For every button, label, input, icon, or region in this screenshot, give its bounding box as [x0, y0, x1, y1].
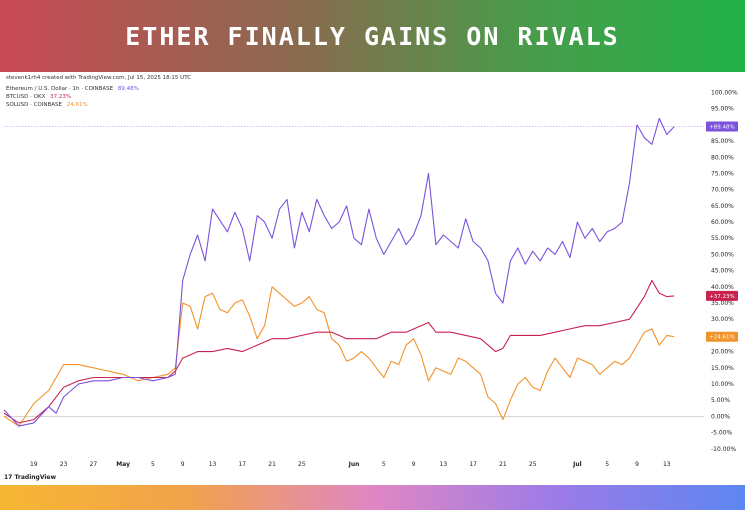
- legend-entry-sol[interactable]: SOLUSD · COINBASE 24.61%: [6, 102, 88, 108]
- y-tick-label: 5.00%: [711, 397, 730, 404]
- x-tick-label: 25: [529, 461, 537, 468]
- y-tick-label: 100.00%: [711, 89, 738, 96]
- y-tick-label: 50.00%: [711, 251, 734, 258]
- x-tick-label: 13: [209, 461, 217, 468]
- x-tick-label: 5: [382, 461, 386, 468]
- chart-panel: -10.00% -5.00% 0.00% 5.00% 10.00% 15.00% 20.00…: [0, 72, 745, 485]
- headline: ETHER FINALLY GAINS ON RIVALS: [125, 21, 620, 51]
- sol-badge: +24.61%: [709, 335, 735, 341]
- legend-label-sol: SOLUSD · COINBASE: [6, 102, 63, 108]
- y-tick-label: 35.00%: [711, 300, 734, 307]
- legend-value-eth: 89.48%: [117, 86, 139, 92]
- legend-label-btc: BTCUSD · OKX: [6, 94, 46, 100]
- tradingview-logo-mark: 17: [4, 474, 15, 481]
- y-tick-label: -5.00%: [711, 430, 733, 437]
- y-tick-label: 45.00%: [711, 268, 734, 275]
- y-tick-label: 85.00%: [711, 138, 734, 145]
- tradingview-logo[interactable]: 17 TradingView: [4, 474, 56, 481]
- y-tick-label: 55.00%: [711, 235, 734, 242]
- chart[interactable]: -10.00% -5.00% 0.00% 5.00% 10.00% 15.00% 20.00…: [0, 72, 745, 485]
- x-tick-label: May: [116, 461, 130, 468]
- y-tick-label: 65.00%: [711, 203, 734, 210]
- x-tick-label: 19: [30, 461, 38, 468]
- y-tick-label: 30.00%: [711, 316, 734, 323]
- x-tick-label: 13: [663, 461, 671, 468]
- y-tick-label: 10.00%: [711, 381, 734, 388]
- x-tick-label: Jun: [348, 461, 360, 468]
- x-tick-label: 23: [60, 461, 68, 468]
- footer-gradient: [0, 485, 745, 510]
- y-tick-label: 0.00%: [711, 413, 730, 420]
- eth-badge: +89.48%: [709, 124, 735, 130]
- eth-line: [3, 117, 675, 427]
- x-tick-label: 25: [298, 461, 306, 468]
- btc-badge-bg: [706, 290, 738, 301]
- y-tick-label: 95.00%: [711, 106, 734, 113]
- y-tick-label: 20.00%: [711, 349, 734, 356]
- y-tick-label: 70.00%: [711, 187, 734, 194]
- btc-line: [3, 279, 675, 424]
- x-tick-label: 27: [90, 461, 98, 468]
- legend-label-eth: Ethereum / U.S. Dollar · 1h · COINBASE: [6, 86, 114, 92]
- chart-credit: stevenk1rh4 created with TradingView.com…: [6, 75, 192, 81]
- x-tick-label: 13: [440, 461, 448, 468]
- sol-line: [3, 286, 675, 427]
- x-tick-label: 5: [605, 461, 609, 468]
- y-tick-label: 40.00%: [711, 284, 734, 291]
- y-tick-label: 60.00%: [711, 219, 734, 226]
- x-tick-label: 9: [181, 461, 185, 468]
- y-tick-label: 80.00%: [711, 154, 734, 161]
- sol-badge-bg: [706, 331, 738, 342]
- x-tick-label: 9: [412, 461, 416, 468]
- y-tick-label: 75.00%: [711, 170, 734, 177]
- x-tick-label: 21: [268, 461, 276, 468]
- x-tick-label: 17: [238, 461, 246, 468]
- legend-entry-eth[interactable]: Ethereum / U.S. Dollar · 1h · COINBASE 8…: [6, 86, 139, 92]
- x-tick-label: Jul: [572, 461, 582, 468]
- y-tick-label: 15.00%: [711, 365, 734, 372]
- tradingview-brand: TradingView: [14, 474, 57, 481]
- x-tick-label: 9: [635, 461, 639, 468]
- x-tick-label: 17: [469, 461, 477, 468]
- header-banner: ETHER FINALLY GAINS ON RIVALS: [0, 0, 745, 72]
- x-tick-label: 5: [151, 461, 155, 468]
- legend-entry-btc[interactable]: BTCUSD · OKX 37.23%: [6, 94, 71, 100]
- legend-value-sol: 24.61%: [66, 102, 88, 108]
- eth-badge-bg: [706, 121, 738, 132]
- legend-value-btc: 37.23%: [50, 94, 72, 100]
- y-tick-label: -10.00%: [711, 446, 736, 453]
- btc-badge: +37.23%: [709, 294, 735, 300]
- x-tick-label: 21: [499, 461, 507, 468]
